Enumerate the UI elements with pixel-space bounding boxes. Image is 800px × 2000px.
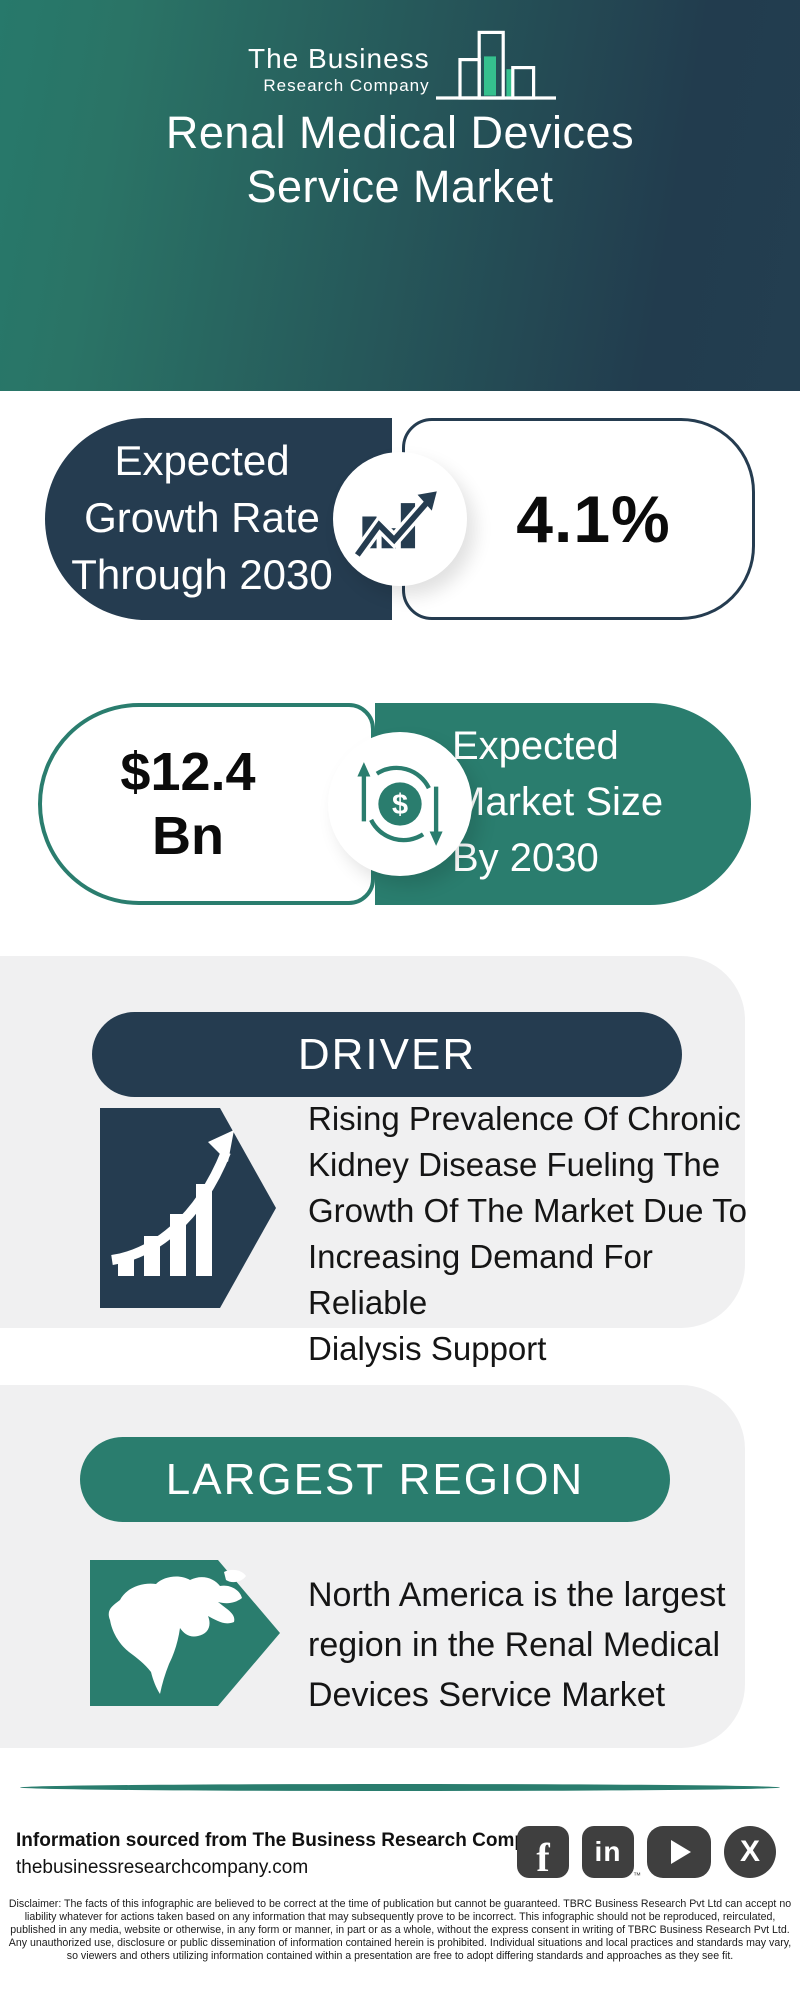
driver-text: Rising Prevalence Of Chronic Kidney Dise…: [308, 1096, 748, 1372]
source-website: thebusinessresearchcompany.com: [16, 1857, 309, 1878]
market-size-value-line1: $12.4: [120, 742, 256, 802]
growth-rate-icon-circle: [333, 452, 467, 586]
x-glyph: X: [739, 1835, 760, 1868]
money-exchange-icon: $: [357, 762, 443, 846]
source-line-1: Information sourced from The Business Re…: [16, 1830, 559, 1851]
company-logo: The Business Research Company: [248, 14, 556, 110]
growth-rate-label: Expected Growth Rate Through 2030: [62, 432, 342, 603]
driver-text-line5: Dialysis Support: [308, 1330, 547, 1367]
bar-chart-buildings-icon: [435, 30, 556, 100]
growth-rate-label-line2: Growth Rate: [84, 494, 320, 541]
x-twitter-icon[interactable]: X: [724, 1826, 776, 1878]
market-size-label-line3: By 2030: [452, 836, 599, 880]
market-size-value-line2: Bn: [152, 806, 224, 866]
facebook-glyph: f: [536, 1834, 550, 1880]
growth-rate-value: 4.1%: [516, 482, 671, 556]
logo-text: The Business Research Company: [248, 44, 430, 96]
largest-region-text-line3: Devices Service Market: [308, 1676, 666, 1714]
market-size-icon-circle: $: [328, 732, 472, 876]
growth-trend-icon: [354, 491, 437, 559]
market-size-label-line1: Expected: [452, 724, 619, 768]
market-size-value: $12.4 Bn: [38, 703, 338, 905]
svg-text:$: $: [392, 789, 408, 821]
youtube-icon[interactable]: [647, 1826, 711, 1878]
largest-region-heading: LARGEST REGION: [165, 1454, 585, 1504]
driver-text-line4: Increasing Demand For Reliable: [308, 1238, 653, 1321]
linkedin-icon[interactable]: in ™: [582, 1826, 641, 1880]
page-title: Renal Medical Devices Service Market: [0, 106, 800, 214]
market-size-value-box: [38, 703, 375, 905]
driver-heading-pill: DRIVER: [92, 1012, 682, 1097]
growth-rate-label-line3: Through 2030: [71, 551, 333, 598]
facebook-icon[interactable]: f: [517, 1826, 569, 1880]
largest-region-text: North America is the largest region in t…: [308, 1570, 748, 1720]
disclaimer-text: Disclaimer: The facts of this infographi…: [8, 1898, 792, 1962]
header-banner: The Business Research Company Renal Medi…: [0, 0, 800, 391]
driver-heading: DRIVER: [297, 1029, 477, 1079]
largest-region-text-line1: North America is the largest: [308, 1576, 726, 1614]
market-size-label-line2: Market Size: [452, 780, 664, 824]
logo-line2: Research Company: [263, 76, 430, 95]
logo-line1: The Business: [248, 43, 430, 74]
youtube-play-glyph: [671, 1840, 691, 1864]
title-line-2: Service Market: [246, 161, 554, 212]
social-icons-row: f in ™ X: [517, 1826, 776, 1880]
linkedin-trademark: ™: [633, 1871, 641, 1880]
driver-text-line3: Growth Of The Market Due To: [308, 1192, 747, 1229]
teal-divider: [20, 1784, 780, 1791]
north-america-map-icon: [90, 1560, 280, 1706]
largest-region-text-line2: region in the Renal Medical: [308, 1626, 721, 1664]
rising-bar-chart-icon: [100, 1108, 276, 1308]
linkedin-glyph: in: [594, 1836, 622, 1867]
market-size-label: Expected Market Size By 2030: [452, 718, 663, 886]
driver-text-line1: Rising Prevalence Of Chronic: [308, 1100, 741, 1137]
title-line-1: Renal Medical Devices: [165, 107, 635, 158]
growth-rate-label-line1: Expected: [114, 437, 290, 484]
largest-region-heading-pill: LARGEST REGION: [80, 1437, 670, 1522]
driver-text-line2: Kidney Disease Fueling The: [308, 1146, 721, 1183]
